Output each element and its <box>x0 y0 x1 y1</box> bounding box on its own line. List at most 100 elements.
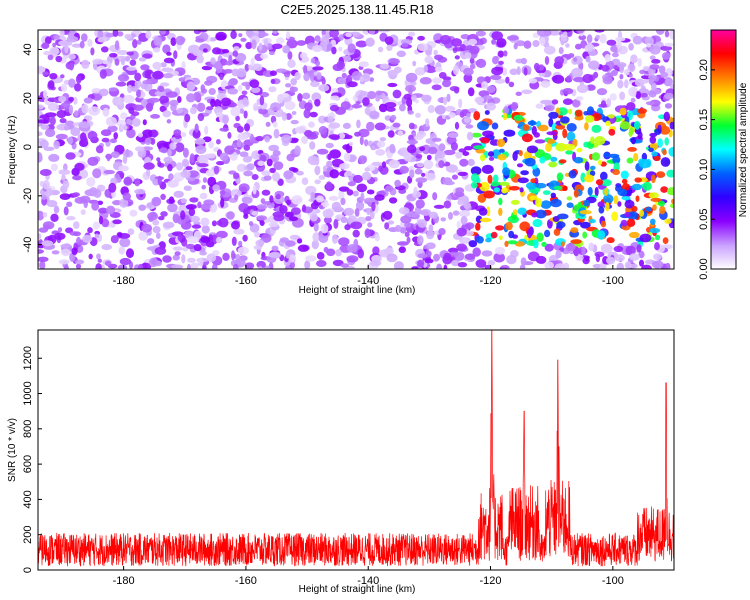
heatmap-cell <box>651 151 658 157</box>
heatmap-cell <box>340 101 351 110</box>
x-tick-label: -160 <box>235 275 257 287</box>
heatmap-cell <box>59 118 67 124</box>
heatmap-cell <box>374 194 385 201</box>
heatmap-cell <box>357 94 363 100</box>
heatmap-cell <box>639 209 645 217</box>
heatmap-cell <box>579 210 592 215</box>
heatmap-cell <box>231 250 235 261</box>
heatmap-cell <box>160 82 170 87</box>
heatmap-cell <box>88 106 101 116</box>
heatmap-cell <box>75 259 85 265</box>
heatmap-cell <box>364 167 371 172</box>
heatmap-cell <box>414 67 426 76</box>
heatmap-cell <box>464 146 473 151</box>
heatmap-cell <box>149 257 159 268</box>
heatmap-cell <box>582 231 588 239</box>
heatmap-cell <box>366 121 375 132</box>
heatmap-cell <box>285 211 294 218</box>
heatmap-cell <box>648 76 654 86</box>
heatmap-cell <box>197 30 208 33</box>
heatmap-cell <box>160 147 168 154</box>
heatmap-cell <box>323 246 329 253</box>
heatmap-cell <box>663 111 670 122</box>
heatmap-cell <box>626 102 636 111</box>
heatmap-cell <box>470 181 478 189</box>
heatmap-cell <box>630 97 636 103</box>
heatmap-cell <box>83 97 93 104</box>
heatmap-cell <box>669 30 674 40</box>
heatmap-cell <box>478 90 490 97</box>
y-tick-label: -40 <box>22 237 34 253</box>
heatmap-cell <box>129 209 138 217</box>
heatmap-cell <box>207 176 217 187</box>
heatmap-cell <box>60 74 65 79</box>
heatmap-cell <box>260 53 269 60</box>
heatmap-cell <box>415 199 425 209</box>
y-tick-label: -20 <box>22 188 34 204</box>
heatmap-cell <box>197 258 204 267</box>
heatmap-cell <box>469 63 476 70</box>
heatmap-cell <box>75 75 82 84</box>
heatmap-cell <box>291 86 298 93</box>
heatmap-cell <box>232 50 239 57</box>
heatmap-cell <box>624 211 631 218</box>
heatmap-cell <box>654 128 662 135</box>
heatmap-cell <box>178 204 189 214</box>
heatmap-cell <box>171 264 184 269</box>
heatmap-cell <box>467 87 475 97</box>
heatmap-cell <box>309 111 318 118</box>
heatmap-cell <box>195 38 205 43</box>
heatmap-cell <box>268 252 281 258</box>
heatmap-cell <box>243 170 254 177</box>
heatmap-cell <box>167 180 179 188</box>
heatmap-cell <box>442 79 451 88</box>
heatmap-cell <box>68 78 76 88</box>
heatmap-cell <box>119 198 129 208</box>
heatmap-cell <box>438 160 445 169</box>
heatmap-cell <box>408 122 415 130</box>
heatmap-cell <box>434 54 444 61</box>
heatmap-cell <box>377 140 386 148</box>
heatmap-cell <box>460 216 468 225</box>
heatmap-cell <box>426 154 432 161</box>
heatmap-cell <box>194 123 199 133</box>
heatmap-cell <box>649 64 660 70</box>
heatmap-cell <box>555 142 567 152</box>
heatmap-cell <box>635 195 640 202</box>
heatmap-cell <box>550 192 556 198</box>
heatmap-cell <box>47 103 60 111</box>
heatmap-cell <box>82 234 93 243</box>
heatmap-cell <box>312 232 321 242</box>
heatmap-cell <box>465 222 475 230</box>
heatmap-cell <box>517 207 527 215</box>
heatmap-cell <box>371 201 376 212</box>
heatmap-cell <box>307 155 320 166</box>
heatmap-cell <box>284 101 296 110</box>
heatmap-cell <box>290 207 301 215</box>
heatmap-cell <box>522 124 530 131</box>
heatmap-cell <box>614 254 625 262</box>
snr-y-label: SNR (10 * v/v) <box>7 418 18 482</box>
heatmap-cell <box>332 63 344 72</box>
heatmap-cell <box>112 219 122 225</box>
heatmap-cell <box>434 66 443 72</box>
heatmap-cell <box>475 30 486 37</box>
heatmap-cell <box>102 59 108 65</box>
heatmap-cell <box>175 35 185 46</box>
heatmap-cell <box>261 233 272 243</box>
heatmap-cell <box>297 244 309 252</box>
heatmap-cell <box>474 96 485 104</box>
heatmap-cell <box>546 131 557 136</box>
heatmap-cell <box>397 241 409 246</box>
heatmap-cell <box>98 207 108 214</box>
heatmap-cell <box>651 59 661 64</box>
heatmap-cell <box>124 33 132 40</box>
heatmap-cell <box>241 196 253 204</box>
heatmap-cell <box>254 231 260 238</box>
heatmap-cell <box>140 64 150 71</box>
heatmap-cell <box>392 89 402 99</box>
heatmap-cell <box>39 260 46 269</box>
heatmap-cell <box>180 170 191 178</box>
heatmap-cell <box>496 138 506 148</box>
